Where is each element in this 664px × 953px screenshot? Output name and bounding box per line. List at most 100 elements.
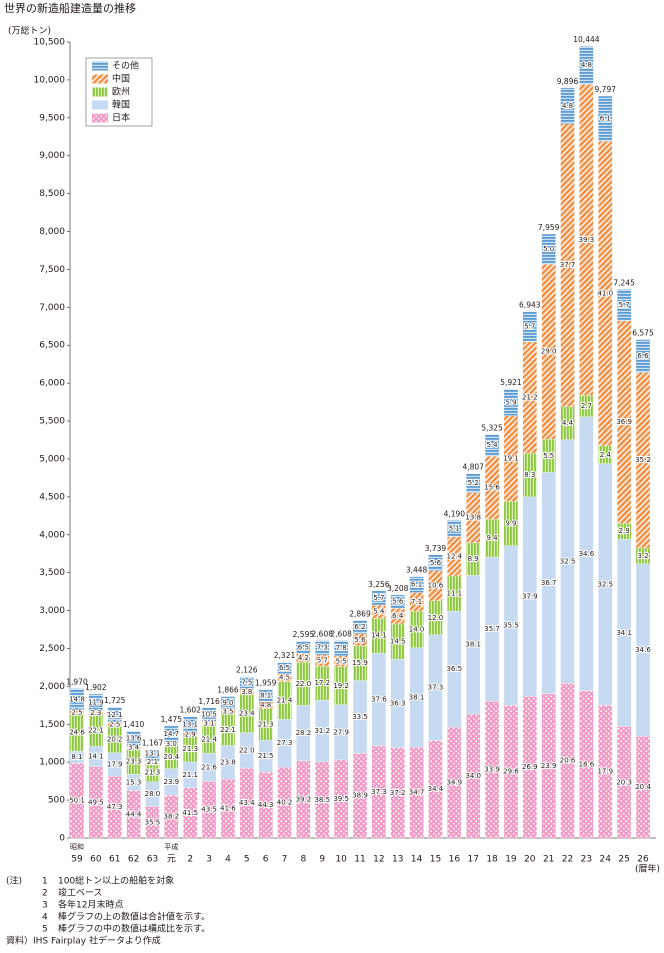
total-label: 1,167 xyxy=(142,739,164,748)
segment-label: 3.8 xyxy=(241,688,252,696)
total-label: 1,725 xyxy=(104,696,126,705)
segment-label: 8.1 xyxy=(260,692,271,700)
segment-label: 2.7 xyxy=(581,402,592,410)
segment-label: 40.2 xyxy=(277,799,293,807)
segment-label: 5.4 xyxy=(373,608,385,616)
segment-label: 3.5 xyxy=(222,708,233,716)
segment-label: 43.5 xyxy=(201,806,217,814)
x-tick-label: 3 xyxy=(206,855,212,865)
x-tick-label: 18 xyxy=(486,855,498,865)
bar-segment xyxy=(560,87,575,124)
segment-label: 14.1 xyxy=(88,752,104,760)
segment-label: 44.4 xyxy=(126,810,142,818)
segment-label: 21.4 xyxy=(201,735,217,743)
bar-segment xyxy=(164,725,179,743)
x-tick-label: 25 xyxy=(618,855,629,865)
segment-label: 5.5 xyxy=(336,657,347,665)
legend-label: 中国 xyxy=(112,73,130,85)
segment-label: 21.3 xyxy=(258,720,274,728)
segment-label: 5.5 xyxy=(543,452,554,460)
segment-label: 28.2 xyxy=(296,729,312,737)
bar-segment xyxy=(371,590,387,606)
segment-label: 19.1 xyxy=(503,454,519,462)
x-era-label: 平成 xyxy=(164,842,178,851)
segment-label: 11.1 xyxy=(447,590,463,598)
segment-label: 36.3 xyxy=(390,699,406,707)
y-tick-label: 6,500 xyxy=(39,341,65,351)
note-text: 棒グラフの中の数値は構成比を示す。 xyxy=(58,923,210,935)
segment-label: 14.0 xyxy=(409,625,425,633)
bar-segment xyxy=(69,688,85,711)
segment-label: 32.5 xyxy=(597,580,613,588)
segment-label: 4.4 xyxy=(562,419,574,427)
segment-label: 4.8 xyxy=(581,61,592,69)
total-label: 1,475 xyxy=(161,715,183,724)
segment-label: 22.0 xyxy=(296,680,312,688)
segment-label: 28.0 xyxy=(145,790,161,798)
segment-label: 38.1 xyxy=(409,694,425,702)
segment-label: 41.5 xyxy=(182,809,198,817)
y-tick-label: 4,000 xyxy=(39,530,65,540)
segment-label: 5.2 xyxy=(468,479,479,487)
y-tick-label: 3,500 xyxy=(39,568,65,578)
legend-label: 欧州 xyxy=(112,86,130,98)
total-label: 2,608 xyxy=(312,629,334,638)
segment-label: 49.5 xyxy=(88,798,104,806)
bar-segment xyxy=(315,640,330,656)
note-text: 棒グラフの上の数値は合計値を示す。 xyxy=(58,911,210,923)
segment-label: 34.6 xyxy=(579,550,595,558)
segment-label: 27.3 xyxy=(277,739,293,747)
segment-label: 10.5 xyxy=(201,711,217,719)
bar-segment xyxy=(616,289,632,321)
segment-label: 41.0 xyxy=(597,290,613,298)
legend-label: 日本 xyxy=(112,112,130,124)
x-tick-label: 60 xyxy=(90,855,102,865)
segment-label: 7.1 xyxy=(411,598,422,606)
segment-label: 21.3 xyxy=(182,745,198,753)
segment-label: 35.2 xyxy=(635,456,651,464)
y-tick-label: 1,000 xyxy=(39,758,65,768)
bar-segment xyxy=(277,662,292,674)
y-tick-label: 8,000 xyxy=(39,227,65,237)
total-label: 7,245 xyxy=(613,278,635,287)
segment-label: 20.2 xyxy=(107,736,123,744)
segment-label: 34.6 xyxy=(635,646,651,654)
x-tick-label: 17 xyxy=(467,855,478,865)
segment-label: 5.9 xyxy=(505,398,516,406)
segment-label: 6.5 xyxy=(279,664,290,672)
total-label: 1,716 xyxy=(198,697,220,706)
y-tick-label: 0 xyxy=(59,834,65,844)
bar-segment xyxy=(466,473,481,493)
segment-label: 2.3 xyxy=(90,709,101,717)
chart-title: 世界の新造船建造量の推移 xyxy=(4,1,136,15)
segment-label: 20.4 xyxy=(164,753,180,761)
segment-label: 5.6 xyxy=(430,559,442,567)
x-tick-label: 21 xyxy=(543,855,554,865)
legend-label: 韓国 xyxy=(112,100,130,111)
segment-label: 2.5 xyxy=(109,721,120,729)
total-label: 9,797 xyxy=(595,85,617,94)
bar-segment xyxy=(390,594,405,609)
segment-label: 37.2 xyxy=(390,789,406,797)
total-label: 7,959 xyxy=(538,223,560,232)
segment-label: 15.3 xyxy=(126,778,142,786)
segment-label: 50.1 xyxy=(69,797,85,805)
y-tick-label: 500 xyxy=(48,796,65,806)
segment-label: 37.7 xyxy=(560,261,576,269)
y-tick-label: 6,000 xyxy=(39,379,65,389)
segment-label: 23.3 xyxy=(126,758,142,766)
segment-label: 13.1 xyxy=(145,750,161,758)
segment-label: 34.4 xyxy=(428,785,444,793)
x-tick-label: 5 xyxy=(244,855,250,865)
note-number: 5 xyxy=(42,925,48,935)
segment-label: 23.8 xyxy=(220,758,236,766)
segment-label: 5.7 xyxy=(317,657,328,665)
bar-segment xyxy=(522,311,537,342)
total-label: 3,256 xyxy=(368,580,390,589)
segment-label: 2.1 xyxy=(147,758,158,766)
segment-label: 6.2 xyxy=(354,623,365,631)
segment-label: 21.1 xyxy=(182,771,198,779)
x-tick-label: 9 xyxy=(319,855,325,865)
x-tick-label: 11 xyxy=(354,855,365,865)
